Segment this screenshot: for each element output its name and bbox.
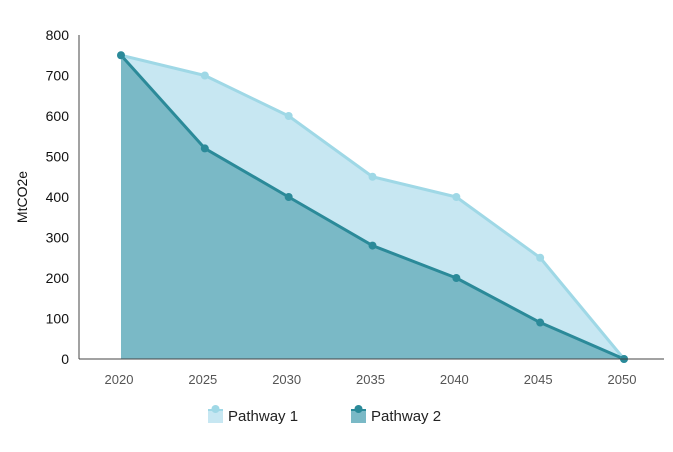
legend-swatch-pathway-1 xyxy=(208,409,223,423)
y-tick-label-200: 200 xyxy=(46,270,70,286)
x-tick-label-2050: 2050 xyxy=(608,372,637,387)
y-axis-title: MtCO2e xyxy=(14,171,30,223)
legend-item-pathway-1: Pathway 1 xyxy=(208,405,298,425)
x-tick-label-2040: 2040 xyxy=(440,372,469,387)
area-pathway-2 xyxy=(121,55,624,359)
chart-legend: Pathway 1 Pathway 2 xyxy=(208,405,441,425)
x-tick-label-2030: 2030 xyxy=(272,372,301,387)
legend-swatch-pathway-2 xyxy=(351,409,366,423)
point-pathway-2-2040 xyxy=(452,274,461,282)
point-pathway-1-2035 xyxy=(368,172,377,181)
x-tick-label-2035: 2035 xyxy=(356,372,385,387)
chart-areas xyxy=(121,55,624,359)
y-tick-label-600: 600 xyxy=(46,108,70,124)
y-tick-label-300: 300 xyxy=(46,230,70,246)
x-tick-label-2025: 2025 xyxy=(188,372,217,387)
legend-item-pathway-2: Pathway 2 xyxy=(351,405,441,425)
point-pathway-2-2030 xyxy=(284,193,293,201)
legend-label-pathway-1: Pathway 1 xyxy=(228,408,298,425)
point-pathway-1-2045 xyxy=(536,253,545,262)
point-pathway-1-2040 xyxy=(452,193,461,201)
point-pathway-2-2020 xyxy=(117,51,125,60)
point-pathway-2-2035 xyxy=(368,241,377,250)
y-tick-label-700: 700 xyxy=(46,68,70,84)
y-tick-label-800: 800 xyxy=(46,27,70,43)
chart-axes xyxy=(78,35,664,360)
point-pathway-1-2025 xyxy=(200,71,209,80)
x-axis-ticks: 2020 2025 2030 2035 2040 2045 2050 xyxy=(105,372,637,387)
x-tick-label-2045: 2045 xyxy=(524,372,553,387)
y-axis-ticks: 0 100 200 300 400 500 600 700 800 xyxy=(46,27,70,367)
y-tick-label-500: 500 xyxy=(46,149,70,165)
point-pathway-2-2025 xyxy=(200,144,209,153)
point-pathway-1-2030 xyxy=(284,112,293,120)
legend-marker-pathway-2 xyxy=(354,405,363,413)
point-pathway-2-2045 xyxy=(536,318,545,327)
legend-label-pathway-2: Pathway 2 xyxy=(371,408,441,425)
legend-marker-pathway-1 xyxy=(211,405,220,413)
x-tick-label-2020: 2020 xyxy=(105,372,134,387)
y-tick-label-100: 100 xyxy=(46,311,70,327)
y-tick-label-0: 0 xyxy=(61,351,69,367)
y-tick-label-400: 400 xyxy=(46,189,70,205)
